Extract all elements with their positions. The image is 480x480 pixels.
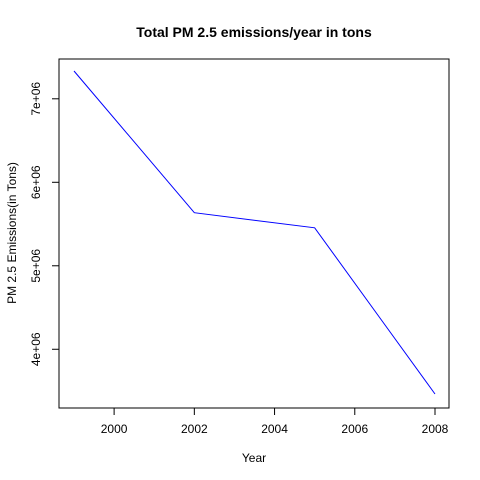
y-tick-label: 7e+06	[29, 82, 43, 116]
x-tick-label: 2006	[341, 422, 368, 436]
chart-title: Total PM 2.5 emissions/year in tons	[136, 24, 372, 40]
series-line	[73, 70, 436, 395]
y-tick-label: 4e+06	[29, 332, 43, 366]
y-tick-label: 5e+06	[29, 249, 43, 283]
y-axis: 4e+06 5e+06 6e+06 7e+06	[29, 82, 59, 366]
x-tick-label: 2004	[261, 422, 288, 436]
x-axis-label: Year	[242, 451, 266, 465]
x-tick-label: 2002	[181, 422, 208, 436]
x-tick-label: 2008	[422, 422, 449, 436]
y-axis-label: PM 2.5 Emissions(in Tons)	[5, 162, 19, 304]
plot-frame	[58, 58, 450, 409]
series-layer	[73, 70, 436, 395]
x-tick-label: 2000	[101, 422, 128, 436]
x-axis: 2000 2002 2004 2006 2008	[101, 408, 449, 436]
y-tick-label: 6e+06	[29, 165, 43, 199]
